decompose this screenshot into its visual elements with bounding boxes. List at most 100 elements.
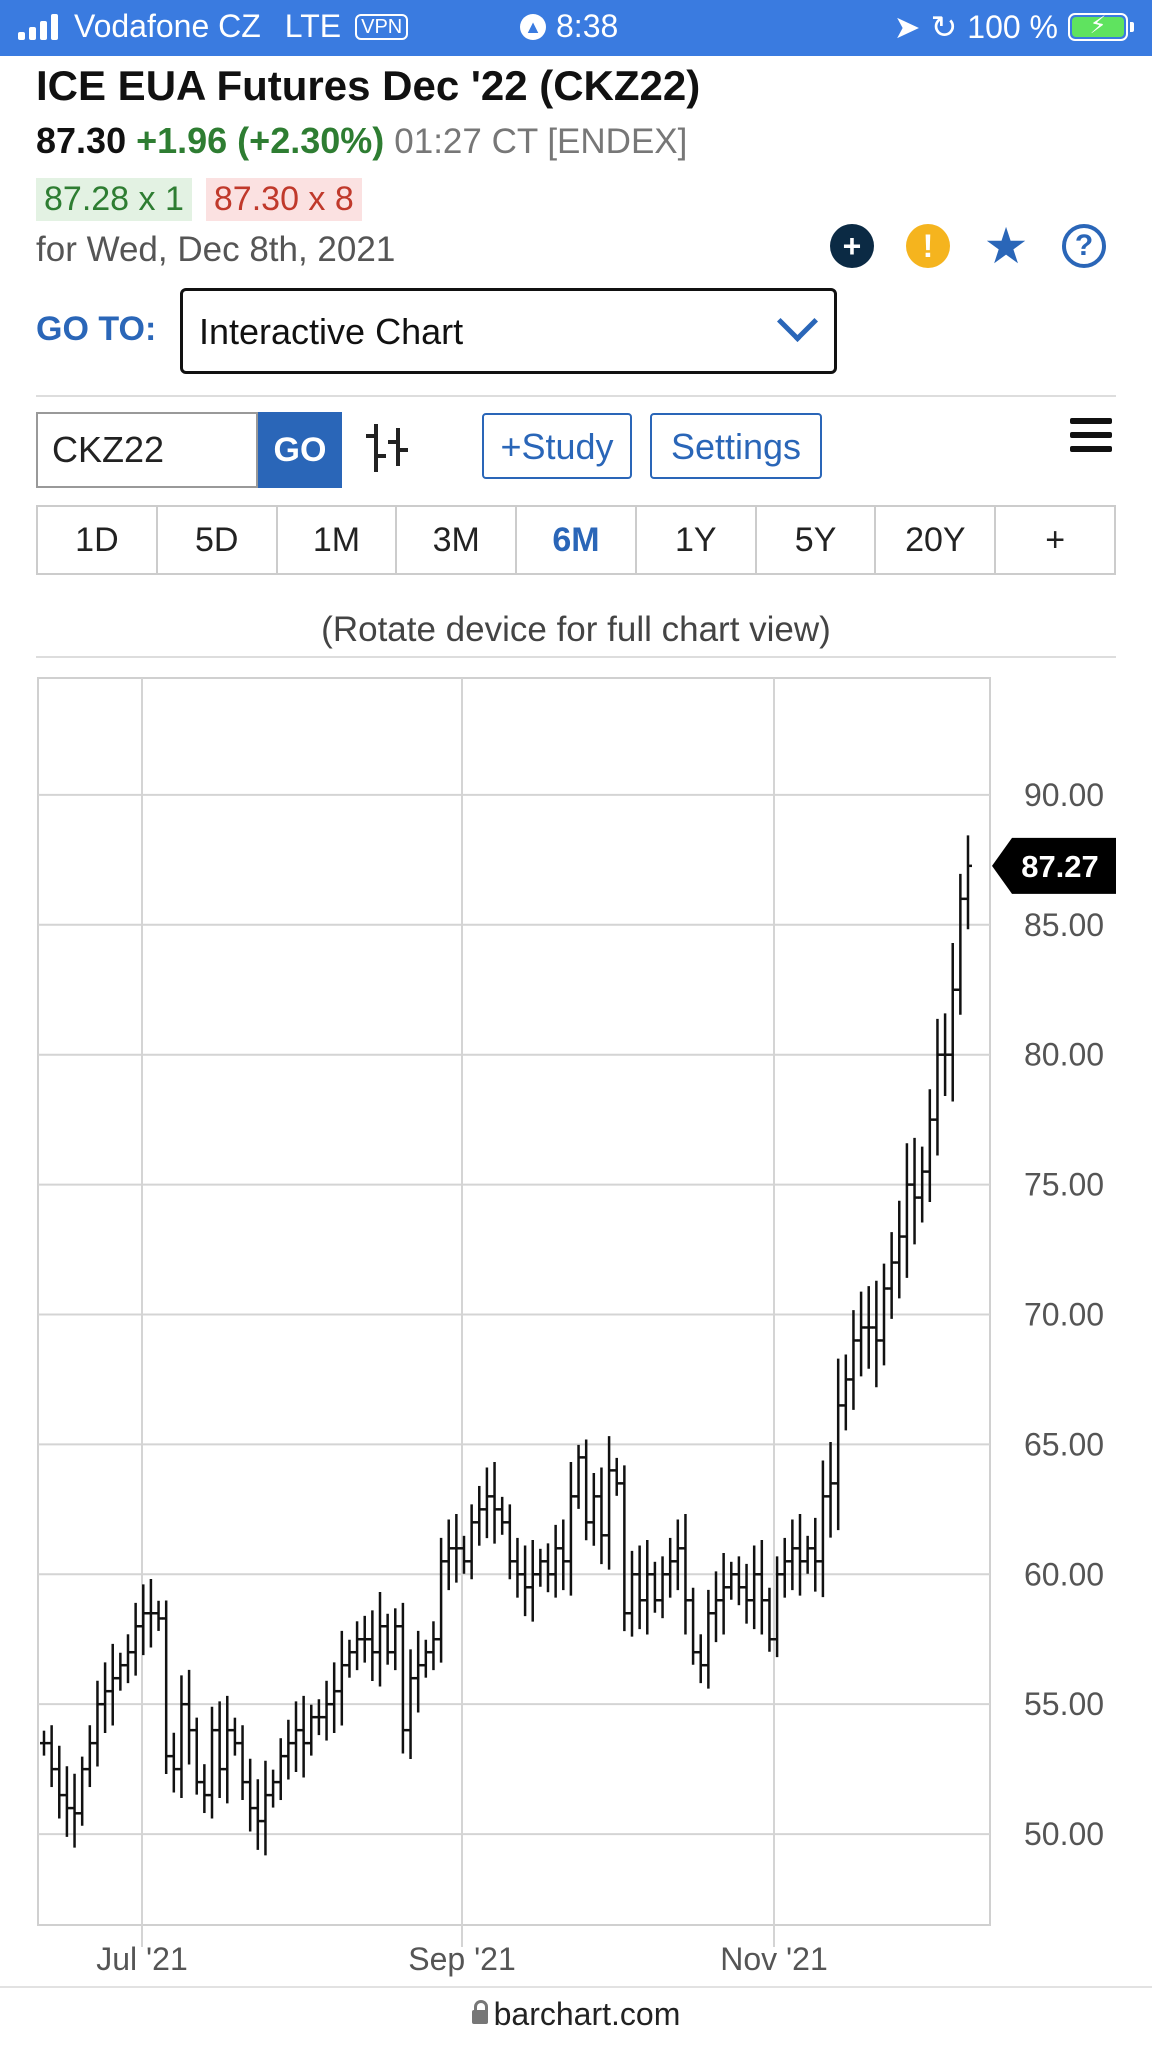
price-bar xyxy=(391,1608,400,1671)
bid-badge: 87.28 x 1 xyxy=(36,178,192,221)
quote-date: for Wed, Dec 8th, 2021 xyxy=(36,230,396,269)
price-bar xyxy=(612,1457,621,1496)
price-bar xyxy=(398,1602,407,1754)
price-bar xyxy=(643,1539,652,1635)
price-bar xyxy=(108,1643,117,1726)
signal-icon xyxy=(18,13,58,40)
price-bar xyxy=(460,1535,468,1574)
chart-type-bar-icon[interactable] xyxy=(362,420,412,476)
range-button-more[interactable]: + xyxy=(1045,521,1066,559)
price-bar xyxy=(887,1232,896,1319)
price-bar xyxy=(536,1548,545,1587)
location-arrow-icon: ➤ xyxy=(893,9,921,45)
goto-select[interactable]: Interactive Chart xyxy=(180,288,837,374)
price-bar xyxy=(238,1725,247,1801)
price-bar xyxy=(146,1578,155,1648)
price-bar xyxy=(200,1764,209,1814)
goto-selected-value: Interactive Chart xyxy=(199,311,464,352)
price-bar xyxy=(818,1460,827,1598)
price-bar xyxy=(666,1537,675,1598)
price-bar xyxy=(414,1630,423,1713)
help-icon[interactable]: ? xyxy=(1062,224,1106,268)
range-button-5y[interactable]: 5Y xyxy=(757,507,877,573)
warning-icon[interactable]: ! xyxy=(906,224,950,268)
range-button-5d[interactable]: 5D xyxy=(158,507,278,573)
price-bar xyxy=(872,1280,881,1388)
divider xyxy=(36,395,1116,397)
range-button-6m[interactable]: 6M xyxy=(517,507,637,573)
price-bar xyxy=(192,1717,201,1795)
go-button[interactable]: GO xyxy=(258,412,342,488)
price-bar xyxy=(689,1587,698,1665)
price-bar xyxy=(154,1600,163,1631)
price-bar xyxy=(635,1545,644,1630)
rotate-note: (Rotate device for full chart view) xyxy=(321,610,831,649)
study-button[interactable]: +Study xyxy=(482,413,632,479)
range-button-1d[interactable]: 1D xyxy=(38,507,158,573)
price-bar xyxy=(78,1756,87,1826)
y-tick-label: 75.00 xyxy=(1024,1167,1104,1203)
rotation-lock-icon: ↻ xyxy=(930,9,958,45)
chevron-down-icon xyxy=(776,300,819,343)
price-bar xyxy=(505,1504,514,1580)
price-bar xyxy=(750,1545,759,1630)
price-bar xyxy=(185,1669,194,1765)
price-bar xyxy=(757,1539,766,1635)
location-services-icon: ▲ xyxy=(520,13,546,40)
price-bar xyxy=(292,1701,300,1772)
range-button-3m[interactable]: 3M xyxy=(397,507,518,573)
price-bar xyxy=(444,1519,453,1591)
price-bar xyxy=(376,1591,384,1687)
price-bar xyxy=(544,1543,552,1593)
range-button-1m[interactable]: 1M xyxy=(278,507,398,573)
price-bar xyxy=(918,1146,927,1223)
price-bar xyxy=(253,1779,262,1850)
price-bar xyxy=(880,1263,888,1366)
star-icon[interactable]: ★ xyxy=(983,218,1029,274)
price-bar xyxy=(834,1358,843,1531)
price-bar xyxy=(788,1519,797,1591)
range-button-20y[interactable]: 20Y xyxy=(876,507,997,573)
price-bar xyxy=(498,1496,507,1535)
price-bar xyxy=(330,1662,339,1734)
last-price: 87.30 xyxy=(36,120,127,161)
clock-time: 8:38 xyxy=(556,8,619,44)
price-bar xyxy=(765,1587,774,1652)
price-bar xyxy=(101,1662,110,1734)
price-bar xyxy=(521,1545,530,1617)
footer: barchart.com xyxy=(0,1996,1152,2033)
range-selector: 1D 5D 1M 3M 6M 1Y 5Y 20Y + xyxy=(36,505,1116,575)
footer-divider xyxy=(0,1986,1152,1988)
price-bar xyxy=(139,1584,148,1656)
y-tick-label: 55.00 xyxy=(1024,1686,1104,1722)
price-bar xyxy=(490,1462,499,1544)
price-bar xyxy=(620,1465,629,1632)
range-button-1y[interactable]: 1Y xyxy=(637,507,757,573)
price-chart[interactable]: 90.00 85.00 80.00 75.00 70.00 65.00 60.00 55.00… xyxy=(0,670,1152,1980)
price-bar xyxy=(841,1354,850,1431)
goto-label: GO TO: xyxy=(36,310,157,348)
symbol-input[interactable] xyxy=(36,412,258,488)
price-bar xyxy=(589,1472,598,1546)
price-bar xyxy=(337,1630,346,1726)
price-bar xyxy=(93,1680,102,1767)
price-line: 87.30 +1.96 (+2.30%) 01:27 CT [ENDEX] xyxy=(36,120,687,162)
price-bar xyxy=(826,1442,835,1538)
price-bar xyxy=(803,1535,812,1574)
price-bar xyxy=(276,1738,285,1801)
menu-icon[interactable] xyxy=(1070,418,1112,460)
settings-button[interactable]: Settings xyxy=(650,413,822,479)
plus-icon[interactable]: + xyxy=(830,224,874,268)
price-bar xyxy=(345,1639,354,1678)
y-tick-label: 65.00 xyxy=(1024,1426,1104,1462)
y-tick-label: 70.00 xyxy=(1024,1296,1104,1332)
price-bar xyxy=(368,1610,377,1682)
price-bar xyxy=(864,1286,873,1369)
price-bar xyxy=(673,1519,682,1591)
price-bar xyxy=(55,1745,64,1819)
price-bar xyxy=(269,1769,278,1808)
price-bar xyxy=(116,1652,125,1691)
battery-percent: 100 % xyxy=(967,8,1058,45)
quote-time: 01:27 CT [ENDEX] xyxy=(394,122,688,161)
last-price-label: 87.27 xyxy=(1021,849,1099,884)
